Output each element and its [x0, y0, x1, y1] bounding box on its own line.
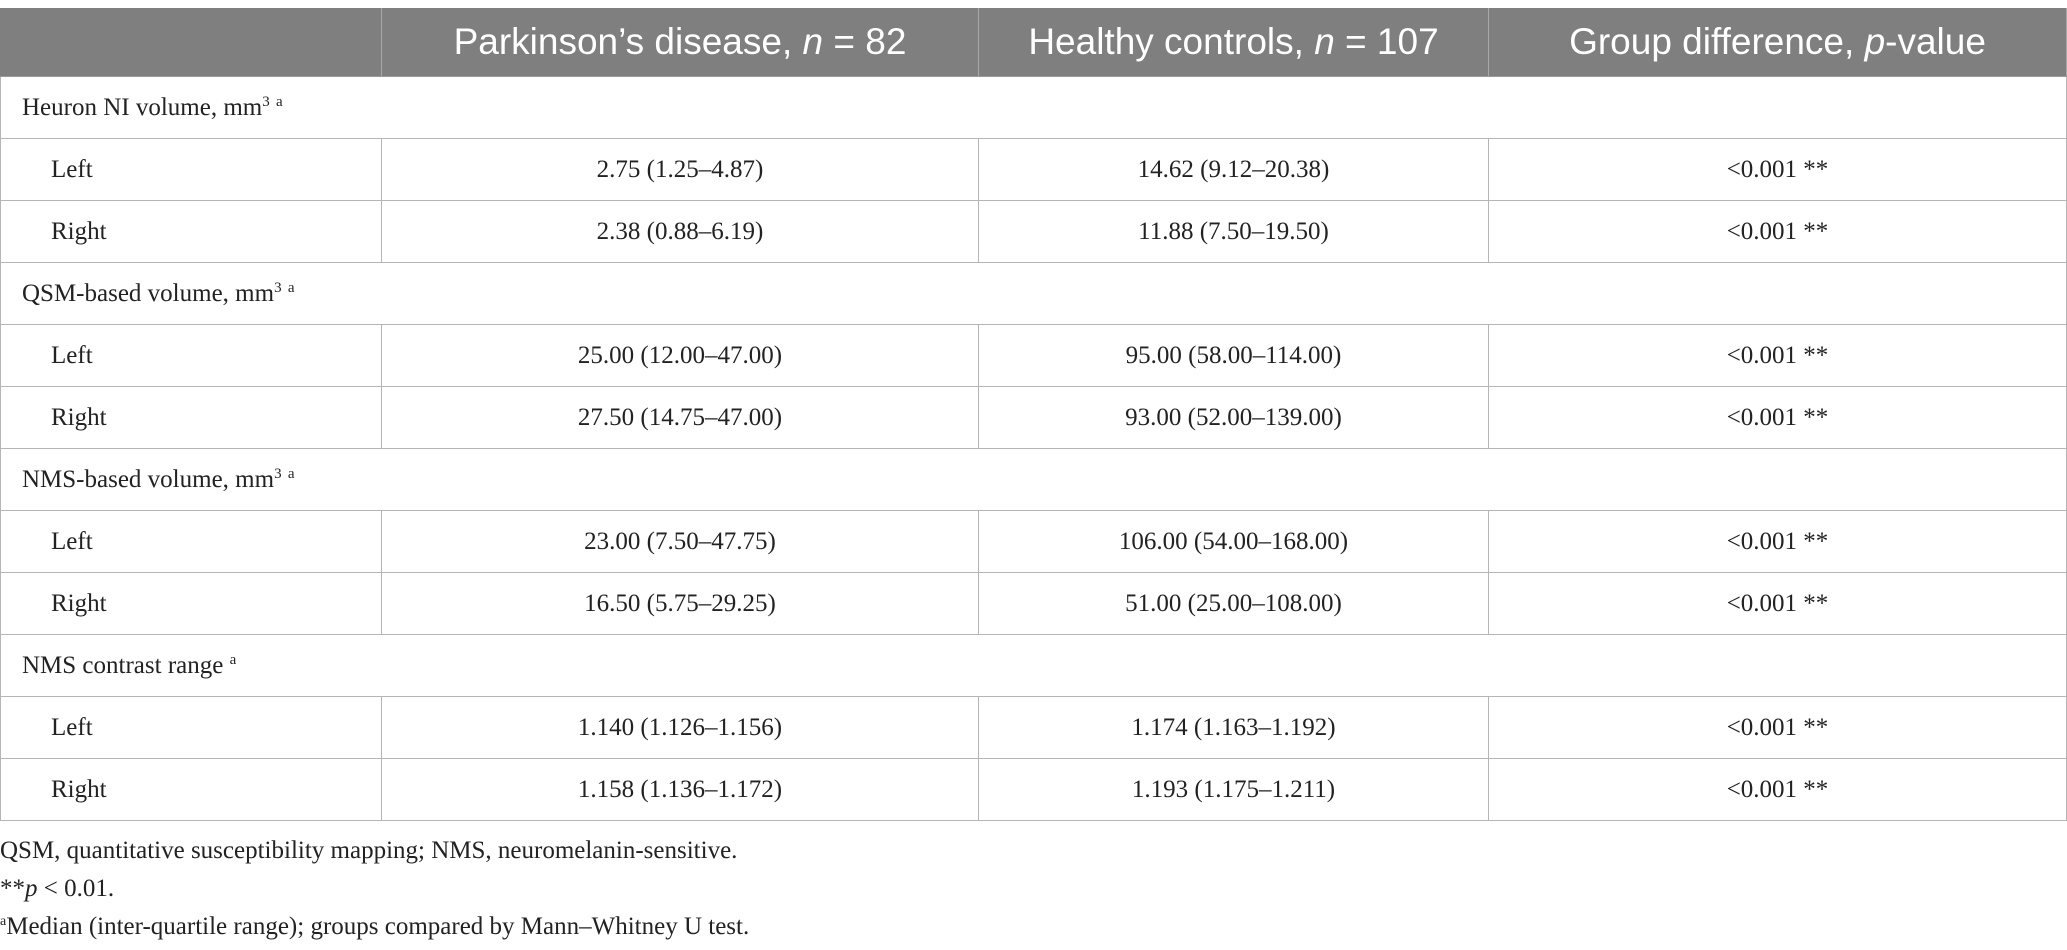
cell-parkinsons-value: 1.140 (1.126–1.156)	[381, 696, 979, 759]
section-label-text: NMS contrast range	[22, 651, 224, 679]
section-label: NMS contrast range a	[0, 634, 2067, 697]
section-label-text: Heuron NI volume, mm	[22, 93, 263, 121]
cell-p-value: <0.001 **	[1488, 510, 2067, 573]
table-row: Right 2.38 (0.88–6.19) 11.88 (7.50–19.50) <…	[0, 200, 2067, 263]
table-row: Right 27.50 (14.75–47.00) 93.00 (52.00–139…	[0, 386, 2067, 449]
row-side-label: Right	[0, 758, 382, 821]
cell-healthy-controls-value: 1.174 (1.163–1.192)	[978, 696, 1489, 759]
cell-parkinsons-value: 23.00 (7.50–47.75)	[381, 510, 979, 573]
row-side-label: Left	[0, 324, 382, 387]
cell-p-value: <0.001 **	[1488, 138, 2067, 201]
table-row: Left 2.75 (1.25–4.87) 14.62 (9.12–20.38) <0…	[0, 138, 2067, 201]
table-row: Left 1.140 (1.126–1.156) 1.174 (1.163–1.19…	[0, 696, 2067, 759]
section-label-text: QSM-based volume, mm	[22, 279, 275, 307]
section-row: NMS-based volume, mm3 a	[0, 448, 2067, 511]
section-label: Heuron NI volume, mm3 a	[0, 76, 2067, 139]
table-body: Heuron NI volume, mm3 a Left 2.75 (1.25–4.…	[0, 76, 2067, 821]
header-cell-parkinsons: Parkinson’s disease, n = 82	[381, 8, 979, 77]
section-row: QSM-based volume, mm3 a	[0, 262, 2067, 325]
cell-healthy-controls-value: 106.00 (54.00–168.00)	[978, 510, 1489, 573]
cell-parkinsons-value: 2.38 (0.88–6.19)	[381, 200, 979, 263]
cell-healthy-controls-value: 14.62 (9.12–20.38)	[978, 138, 1489, 201]
unit-exponent: 3	[262, 93, 270, 110]
footnote-a: aMedian (inter-quartile range); groups c…	[0, 913, 750, 940]
table-row: Right 1.158 (1.136–1.172) 1.193 (1.175–1.2…	[0, 758, 2067, 821]
section-label-text: NMS-based volume, mm	[22, 465, 275, 493]
unit-exponent: 3	[274, 465, 282, 482]
footnote-significance: **p < 0.01.	[0, 875, 115, 902]
header-cell-label	[0, 8, 382, 77]
header-row: Parkinson’s disease, n = 82 Healthy cont…	[0, 8, 2067, 77]
cell-parkinsons-value: 27.50 (14.75–47.00)	[381, 386, 979, 449]
cell-p-value: <0.001 **	[1488, 200, 2067, 263]
section-row: NMS contrast range a	[0, 634, 2067, 697]
cell-healthy-controls-value: 11.88 (7.50–19.50)	[978, 200, 1489, 263]
section-label: NMS-based volume, mm3 a	[0, 448, 2067, 511]
unit-exponent: 3	[274, 279, 282, 296]
cell-healthy-controls-value: 1.193 (1.175–1.211)	[978, 758, 1489, 821]
table-row: Left 25.00 (12.00–47.00) 95.00 (58.00–114.…	[0, 324, 2067, 387]
cell-p-value: <0.001 **	[1488, 758, 2067, 821]
footnote-marker: a	[287, 279, 295, 296]
results-table-container: Parkinson’s disease, n = 82 Healthy cont…	[0, 8, 2067, 821]
results-table: Parkinson’s disease, n = 82 Healthy cont…	[0, 8, 2067, 821]
cell-parkinsons-value: 1.158 (1.136–1.172)	[381, 758, 979, 821]
table-row: Right 16.50 (5.75–29.25) 51.00 (25.00–108.…	[0, 572, 2067, 635]
cell-p-value: <0.001 **	[1488, 696, 2067, 759]
table-row: Left 23.00 (7.50–47.75) 106.00 (54.00–168.…	[0, 510, 2067, 573]
cell-p-value: <0.001 **	[1488, 386, 2067, 449]
row-side-label: Right	[0, 386, 382, 449]
row-side-label: Right	[0, 572, 382, 635]
section-row: Heuron NI volume, mm3 a	[0, 76, 2067, 139]
cell-parkinsons-value: 2.75 (1.25–4.87)	[381, 138, 979, 201]
footnote-marker: a	[229, 651, 237, 668]
footnote-abbreviations: QSM, quantitative susceptibility mapping…	[0, 837, 738, 864]
row-side-label: Left	[0, 510, 382, 573]
footnote-marker: a	[275, 93, 283, 110]
cell-healthy-controls-value: 95.00 (58.00–114.00)	[978, 324, 1489, 387]
row-side-label: Right	[0, 200, 382, 263]
cell-p-value: <0.001 **	[1488, 572, 2067, 635]
table-footnotes: QSM, quantitative susceptibility mapping…	[0, 832, 749, 946]
header-cell-group-difference: Group difference, p-value	[1488, 8, 2067, 77]
row-side-label: Left	[0, 696, 382, 759]
cell-parkinsons-value: 25.00 (12.00–47.00)	[381, 324, 979, 387]
cell-healthy-controls-value: 93.00 (52.00–139.00)	[978, 386, 1489, 449]
cell-healthy-controls-value: 51.00 (25.00–108.00)	[978, 572, 1489, 635]
cell-p-value: <0.001 **	[1488, 324, 2067, 387]
cell-parkinsons-value: 16.50 (5.75–29.25)	[381, 572, 979, 635]
row-side-label: Left	[0, 138, 382, 201]
header-cell-healthy-controls: Healthy controls, n = 107	[978, 8, 1489, 77]
section-label: QSM-based volume, mm3 a	[0, 262, 2067, 325]
footnote-marker: a	[287, 465, 295, 482]
